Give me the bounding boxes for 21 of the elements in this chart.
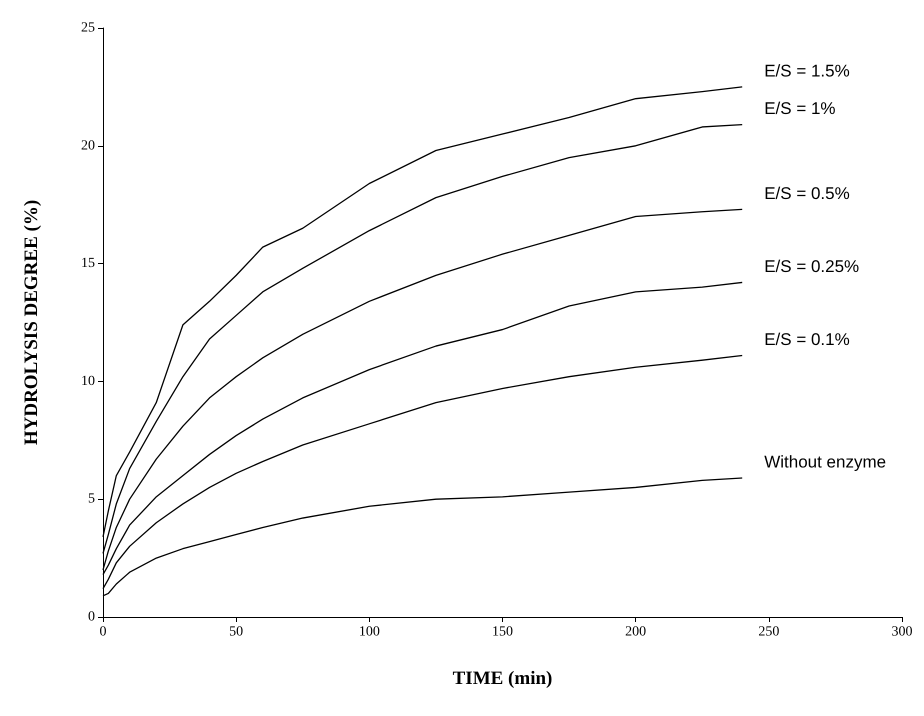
y-tick-label: 20 [81,138,95,154]
x-tick-label: 150 [492,624,513,640]
series-label: E/S = 0.5% [764,184,850,203]
x-tick-label: 0 [100,624,106,640]
x-tick-label: 100 [358,624,380,640]
series-label: Without enzyme [764,452,886,472]
y-tick-label: 5 [88,492,95,507]
y-axis-title: HYDROLYSIS DEGREE (%) [21,200,42,446]
series-label: E/S = 0.1% [764,330,850,349]
series-label: E/S = 0.25% [764,256,860,276]
x-tick-label: 300 [892,624,912,640]
series-label: E/S = 1.5% [764,61,850,80]
x-tick-label: 200 [625,624,646,640]
x-tick-label: 50 [229,624,244,640]
series-label: E/S = 1% [764,99,836,118]
y-tick-label: 10 [81,374,95,389]
x-tick-label: 250 [758,624,780,640]
y-tick-label: 0 [88,610,95,624]
x-axis-title: TIME (min) [452,668,552,689]
y-tick-label: 25 [81,20,95,36]
y-tick-label: 15 [81,256,95,272]
